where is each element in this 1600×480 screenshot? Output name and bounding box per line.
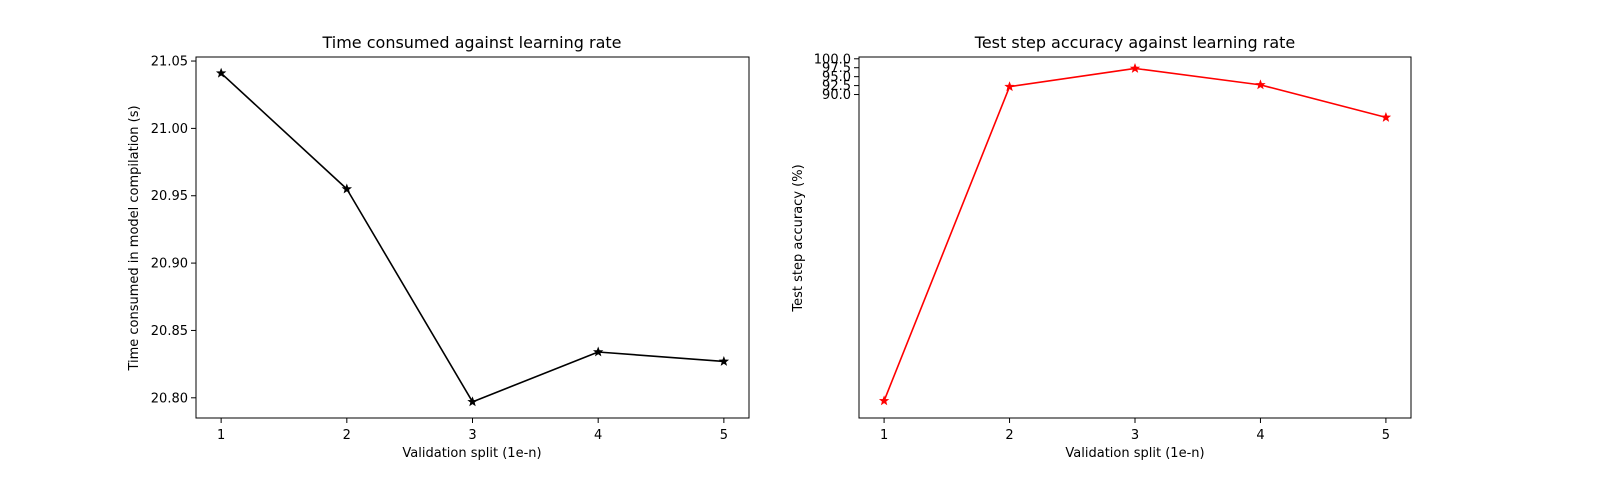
x-tick-label: 2 [343,428,351,443]
y-ticks: 20.80 20.85 20.90 20.95 21.00 21.05 [151,55,196,406]
data-point-star [1129,62,1141,73]
x-tick-label: 5 [720,428,728,443]
y-tick-label: 95.0 [822,70,851,85]
x-axis-label: Validation split (1e-n) [402,446,541,461]
y-axis-label: Test step accuracy (%) [791,164,806,312]
chart-title: Time consumed against learning rate [321,33,621,52]
y-tick-label: 100.0 [814,52,851,67]
chart-test-accuracy: Test step accuracy against learning rate… [791,33,1412,461]
chart-time-consumed: Time consumed against learning rate Vali… [127,33,750,461]
y-tick-label: 97.5 [822,61,851,76]
data-point-star [341,183,353,194]
data-point-star [592,346,604,357]
y-tick-label: 20.95 [151,189,188,204]
y-tick-label: 21.00 [151,122,188,137]
x-tick-label: 3 [468,428,476,443]
x-tick-label: 4 [594,428,602,443]
y-tick-label: 21.05 [151,55,188,70]
y-tick-label: 90.0 [822,88,851,103]
data-point-star [718,355,730,366]
x-axis-label: Validation split (1e-n) [1065,446,1204,461]
series-line [883,67,1387,402]
y-tick-label: 20.85 [151,324,188,339]
x-tick-label: 4 [1256,428,1264,443]
series-line [220,72,724,403]
y-tick-label: 20.90 [151,257,188,272]
data-point-star [215,67,227,78]
data-point-star [1255,79,1266,90]
data-point-star [878,395,890,406]
y-tick-label: 92.5 [822,79,851,94]
y-tick-label: 20.80 [151,391,188,406]
plot-frame [858,56,1412,419]
x-ticks: 1 2 3 4 5 [880,418,1390,443]
x-tick-label: 1 [880,428,888,443]
x-ticks: 1 2 3 4 5 [217,418,728,443]
x-tick-label: 5 [1382,428,1390,443]
chart-title: Test step accuracy against learning rate [974,33,1295,52]
plot-frame [195,56,750,419]
x-tick-label: 1 [217,428,225,443]
data-point-star [1004,81,1015,92]
data-point-star [467,396,478,407]
x-tick-label: 3 [1131,428,1139,443]
series-group [215,67,730,407]
series-group [878,62,1392,406]
x-tick-label: 2 [1005,428,1013,443]
data-point-star [1380,111,1392,122]
y-axis-label: Time consumed in model compilation (s) [127,105,142,371]
